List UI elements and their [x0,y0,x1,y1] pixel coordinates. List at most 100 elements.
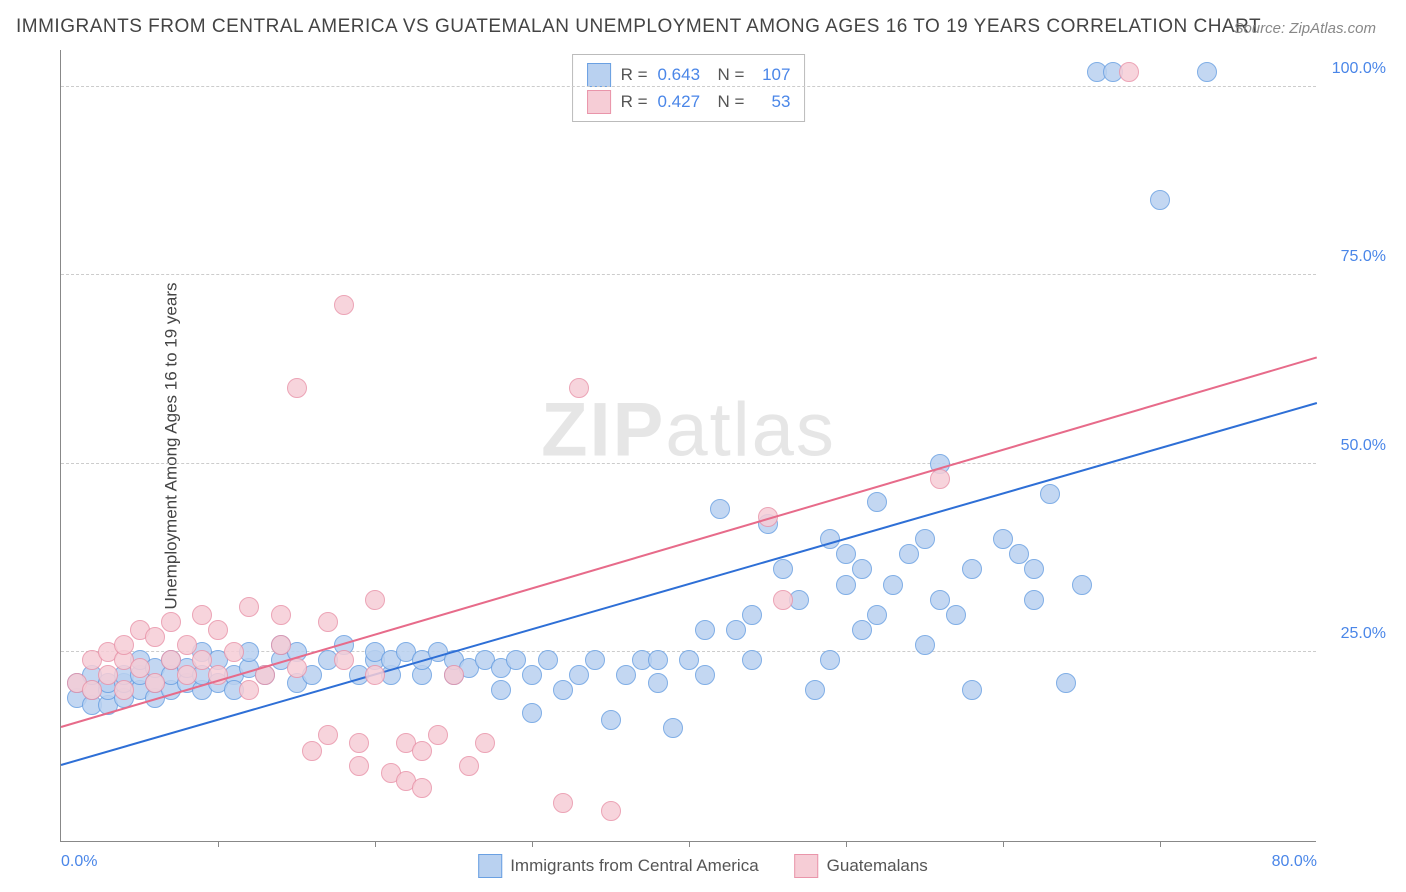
data-point [334,295,354,315]
data-point [412,741,432,761]
legend-swatch [478,854,502,878]
data-point [114,635,134,655]
data-point [1119,62,1139,82]
x-tick-mark [689,841,690,847]
y-tick-label: 50.0% [1326,437,1386,455]
data-point [224,642,244,662]
data-point [1072,575,1092,595]
data-point [695,665,715,685]
data-point [946,605,966,625]
legend-item: Guatemalans [795,854,928,878]
legend-swatch [795,854,819,878]
n-label: N = [718,61,745,88]
data-point [349,733,369,753]
trend-line [61,356,1318,728]
data-point [334,650,354,670]
data-point [852,559,872,579]
data-point [192,650,212,670]
legend-item: Immigrants from Central America [478,854,758,878]
data-point [1197,62,1217,82]
data-point [130,658,150,678]
stats-legend-row: R =0.643N =107 [587,61,791,88]
data-point [318,612,338,632]
data-point [883,575,903,595]
data-point [365,590,385,610]
y-tick-label: 75.0% [1326,248,1386,266]
data-point [962,680,982,700]
data-point [475,733,495,753]
data-point [993,529,1013,549]
data-point [428,725,448,745]
gridline [61,463,1316,464]
data-point [553,680,573,700]
data-point [522,665,542,685]
data-point [679,650,699,670]
y-tick-label: 25.0% [1326,625,1386,643]
data-point [726,620,746,640]
data-point [444,665,464,685]
data-point [192,605,212,625]
data-point [585,650,605,670]
data-point [365,665,385,685]
data-point [820,650,840,670]
n-label: N = [718,88,745,115]
data-point [412,778,432,798]
data-point [601,710,621,730]
data-point [271,605,291,625]
data-point [742,605,762,625]
x-tick-mark [846,841,847,847]
data-point [538,650,558,670]
data-point [742,650,762,670]
data-point [161,650,181,670]
series-legend: Immigrants from Central America Guatemala… [478,854,928,878]
n-value: 53 [754,88,790,115]
data-point [177,665,197,685]
data-point [302,741,322,761]
data-point [459,756,479,776]
legend-label: Immigrants from Central America [510,856,758,876]
data-point [601,801,621,821]
gridline [61,86,1316,87]
data-point [287,378,307,398]
trend-line [61,402,1318,766]
legend-swatch [587,90,611,114]
x-tick-mark [532,841,533,847]
x-tick-label: 0.0% [61,853,97,871]
r-label: R = [621,88,648,115]
x-tick-mark [1003,841,1004,847]
data-point [239,597,259,617]
x-tick-label: 80.0% [1272,853,1317,871]
stats-legend-row: R =0.427N =53 [587,88,791,115]
data-point [899,544,919,564]
y-tick-label: 100.0% [1326,60,1386,78]
data-point [1024,590,1044,610]
data-point [836,575,856,595]
data-point [915,529,935,549]
data-point [852,620,872,640]
source-attribution: Source: ZipAtlas.com [1233,20,1376,37]
data-point [82,680,102,700]
data-point [506,650,526,670]
data-point [145,673,165,693]
data-point [271,635,291,655]
x-tick-mark [375,841,376,847]
legend-swatch [587,63,611,87]
data-point [239,680,259,700]
stats-legend: R =0.643N =107R =0.427N =53 [572,54,806,122]
data-point [145,627,165,647]
data-point [836,544,856,564]
r-value: 0.643 [658,61,708,88]
data-point [962,559,982,579]
data-point [491,680,511,700]
x-tick-mark [1160,841,1161,847]
data-point [867,492,887,512]
data-point [648,650,668,670]
data-point [1040,484,1060,504]
watermark-zip: ZIP [541,387,665,472]
data-point [208,620,228,640]
gridline [61,274,1316,275]
data-point [616,665,636,685]
data-point [318,725,338,745]
data-point [569,378,589,398]
x-tick-mark [218,841,219,847]
